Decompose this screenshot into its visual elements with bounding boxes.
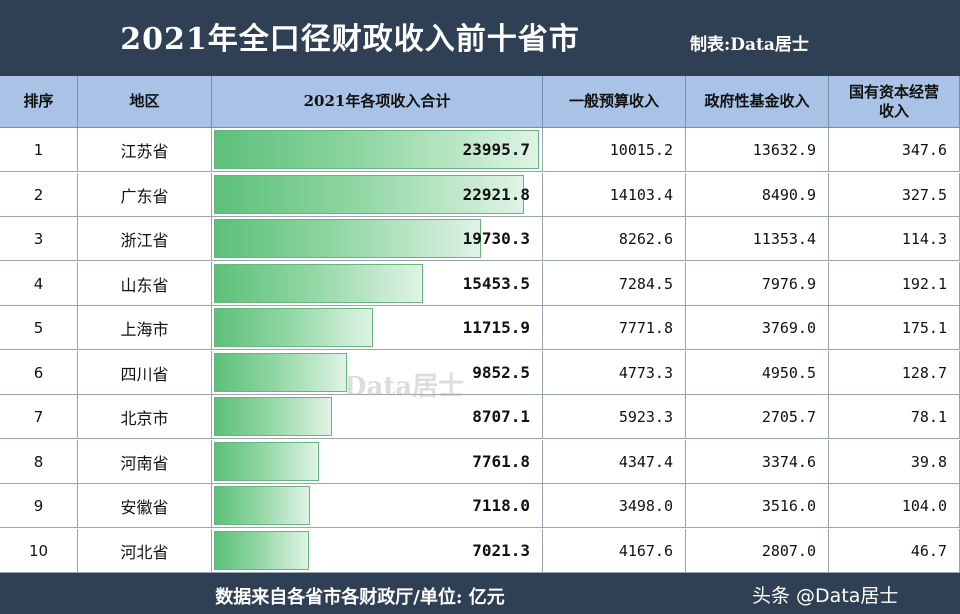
header-region: 地区 bbox=[78, 76, 212, 128]
total-bar bbox=[214, 175, 524, 214]
government-fund-cell: 11353.4 bbox=[686, 217, 829, 261]
government-fund-cell: 13632.9 bbox=[686, 128, 829, 172]
rank-cell: 5 bbox=[0, 306, 78, 350]
total-cell: 22921.8 bbox=[212, 173, 543, 217]
total-bar bbox=[214, 486, 310, 525]
rank-cell: 2 bbox=[0, 173, 78, 217]
total-cell: 7118.0 bbox=[212, 484, 543, 528]
title-bar: 2021年全口径财政收入前十省市 制表:Data居士 bbox=[0, 0, 960, 76]
total-bar bbox=[214, 219, 481, 258]
general-budget-cell: 10015.2 bbox=[543, 128, 686, 172]
state-capital-cell: 128.7 bbox=[829, 351, 960, 395]
general-budget-cell: 7771.8 bbox=[543, 306, 686, 350]
state-capital-cell: 347.6 bbox=[829, 128, 960, 172]
header-fund: 政府性基金收入 bbox=[686, 76, 829, 128]
government-fund-cell: 2807.0 bbox=[686, 529, 829, 573]
total-value: 11715.9 bbox=[462, 318, 530, 337]
general-budget-cell: 4347.4 bbox=[543, 440, 686, 484]
total-cell: 19730.3 bbox=[212, 217, 543, 261]
header-state: 国有资本经营收入 bbox=[829, 76, 960, 128]
region-cell: 四川省 bbox=[78, 351, 212, 395]
region-cell: 安徽省 bbox=[78, 484, 212, 528]
total-value: 7021.3 bbox=[472, 541, 530, 560]
total-value: 22921.8 bbox=[462, 185, 530, 204]
state-capital-cell: 46.7 bbox=[829, 529, 960, 573]
government-fund-cell: 3374.6 bbox=[686, 440, 829, 484]
government-fund-cell: 2705.7 bbox=[686, 395, 829, 439]
source-tag: 头条 @Data居士 bbox=[752, 585, 899, 607]
total-value: 9852.5 bbox=[472, 363, 530, 382]
rank-cell: 10 bbox=[0, 529, 78, 573]
general-budget-cell: 4773.3 bbox=[543, 351, 686, 395]
total-bar bbox=[214, 442, 319, 481]
total-bar bbox=[214, 353, 347, 392]
region-cell: 河南省 bbox=[78, 440, 212, 484]
total-value: 23995.7 bbox=[462, 140, 530, 159]
general-budget-cell: 4167.6 bbox=[543, 529, 686, 573]
page-title: 2021年全口径财政收入前十省市 bbox=[120, 22, 580, 57]
region-cell: 山东省 bbox=[78, 262, 212, 306]
general-budget-cell: 14103.4 bbox=[543, 173, 686, 217]
rank-cell: 7 bbox=[0, 395, 78, 439]
government-fund-cell: 8490.9 bbox=[686, 173, 829, 217]
total-value: 15453.5 bbox=[462, 274, 530, 293]
region-cell: 江苏省 bbox=[78, 128, 212, 172]
total-cell: 15453.5 bbox=[212, 262, 543, 306]
total-value: 7118.0 bbox=[472, 496, 530, 515]
general-budget-cell: 3498.0 bbox=[543, 484, 686, 528]
total-bar bbox=[214, 264, 423, 303]
total-bar bbox=[214, 308, 373, 347]
rank-cell: 4 bbox=[0, 262, 78, 306]
region-cell: 广东省 bbox=[78, 173, 212, 217]
general-budget-cell: 8262.6 bbox=[543, 217, 686, 261]
total-cell: 8707.1 bbox=[212, 395, 543, 439]
state-capital-cell: 192.1 bbox=[829, 262, 960, 306]
footer-note: 数据来自各省市各财政厅/单位: 亿元 bbox=[215, 587, 505, 608]
credit-label: 制表:Data居士 bbox=[690, 35, 809, 55]
rank-cell: 3 bbox=[0, 217, 78, 261]
region-cell: 河北省 bbox=[78, 529, 212, 573]
total-bar bbox=[214, 397, 332, 436]
total-cell: 23995.7 bbox=[212, 128, 543, 172]
state-capital-cell: 175.1 bbox=[829, 306, 960, 350]
total-cell: 7761.8 bbox=[212, 440, 543, 484]
government-fund-cell: 3769.0 bbox=[686, 306, 829, 350]
region-cell: 浙江省 bbox=[78, 217, 212, 261]
total-value: 7761.8 bbox=[472, 452, 530, 471]
general-budget-cell: 5923.3 bbox=[543, 395, 686, 439]
total-bar bbox=[214, 130, 539, 169]
footer-bar: 数据来自各省市各财政厅/单位: 亿元 头条 @Data居士 bbox=[0, 573, 960, 614]
rank-cell: 6 bbox=[0, 351, 78, 395]
state-capital-cell: 39.8 bbox=[829, 440, 960, 484]
state-capital-cell: 104.0 bbox=[829, 484, 960, 528]
total-value: 8707.1 bbox=[472, 407, 530, 426]
state-capital-cell: 78.1 bbox=[829, 395, 960, 439]
total-cell: 7021.3 bbox=[212, 529, 543, 573]
region-cell: 北京市 bbox=[78, 395, 212, 439]
rank-cell: 9 bbox=[0, 484, 78, 528]
header-general: 一般预算收入 bbox=[543, 76, 686, 128]
government-fund-cell: 7976.9 bbox=[686, 262, 829, 306]
region-cell: 上海市 bbox=[78, 306, 212, 350]
total-cell: 11715.9 bbox=[212, 306, 543, 350]
government-fund-cell: 3516.0 bbox=[686, 484, 829, 528]
rank-cell: 1 bbox=[0, 128, 78, 172]
government-fund-cell: 4950.5 bbox=[686, 351, 829, 395]
state-capital-cell: 114.3 bbox=[829, 217, 960, 261]
rank-cell: 8 bbox=[0, 440, 78, 484]
header-total: 2021年各项收入合计 bbox=[212, 76, 543, 128]
total-cell: 9852.5 bbox=[212, 351, 543, 395]
total-value: 19730.3 bbox=[462, 229, 530, 248]
general-budget-cell: 7284.5 bbox=[543, 262, 686, 306]
header-rank: 排序 bbox=[0, 76, 78, 128]
data-table: 排序 地区 2021年各项收入合计 一般预算收入 政府性基金收入 国有资本经营收… bbox=[0, 76, 960, 573]
total-bar bbox=[214, 531, 309, 570]
state-capital-cell: 327.5 bbox=[829, 173, 960, 217]
